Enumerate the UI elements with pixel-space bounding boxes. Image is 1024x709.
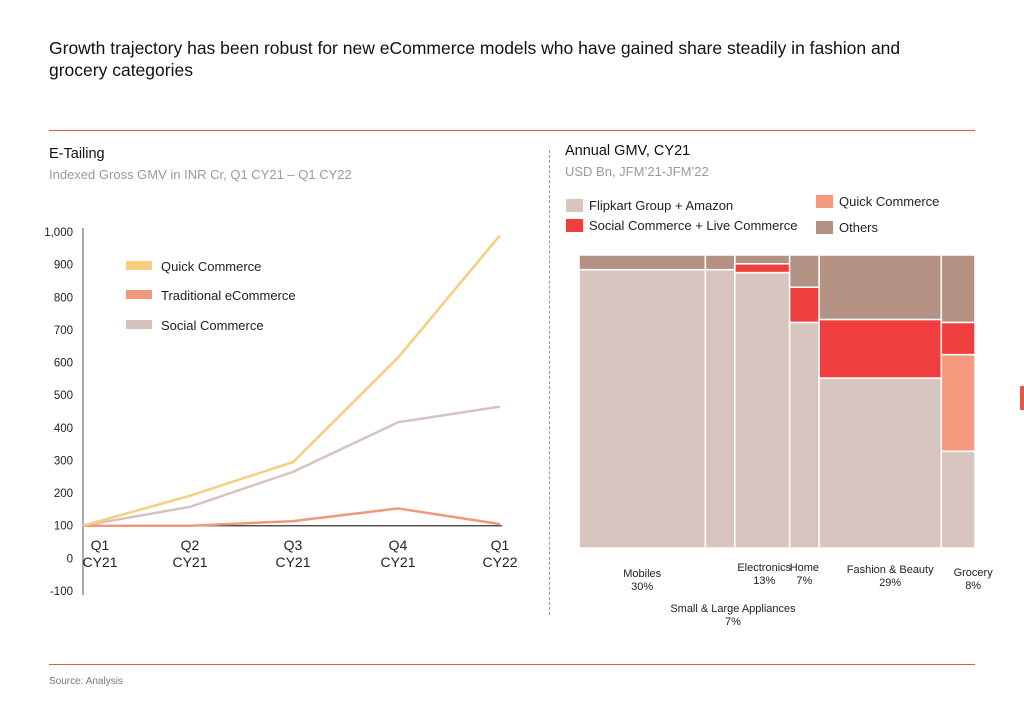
y-tick-label: 200 (54, 488, 73, 500)
x-tick-label: CY22 (482, 554, 517, 570)
legend-label: Social Commerce + Live Commerce (589, 218, 797, 233)
mekko-segment (818, 318, 943, 379)
category-label: Mobiles (623, 568, 661, 580)
category-share-label: 8% (965, 580, 981, 592)
legend-swatch (126, 290, 152, 299)
mekko-segment (704, 254, 736, 271)
legend-label: Quick Commerce (839, 194, 939, 209)
x-tick-label: Q1 (491, 537, 510, 553)
y-tick-label: 900 (54, 260, 73, 272)
legend-label: Others (839, 220, 879, 235)
panel-separator (549, 150, 550, 615)
category-share-label: 13% (753, 575, 775, 587)
mekko-segment (940, 450, 976, 549)
mekko-segment (818, 377, 943, 549)
category-share-label: 30% (631, 581, 653, 593)
legend-label: Flipkart Group + Amazon (589, 198, 733, 213)
x-tick-label: CY21 (172, 554, 207, 570)
category-share-label: 7% (796, 575, 812, 587)
top-divider (49, 130, 975, 131)
y-tick-label: 800 (54, 292, 73, 304)
y-tick-label: 400 (54, 423, 73, 435)
category-share-label: 29% (879, 577, 901, 589)
category-label: Home (790, 562, 819, 574)
legend-label: Traditional eCommerce (161, 288, 296, 303)
page-headline: Growth trajectory has been robust for ne… (49, 38, 901, 80)
legend-label: Quick Commerce (161, 259, 261, 274)
mekko-segment (818, 254, 943, 321)
y-tick-label: 100 (54, 521, 73, 533)
mekko-segment (788, 321, 820, 549)
mekko-segment (734, 254, 791, 265)
x-tick-label: CY21 (275, 554, 310, 570)
y-tick-label: 0 (67, 553, 73, 565)
mekko-segment (704, 268, 736, 549)
category-label: Small & Large Appliances (670, 603, 796, 615)
mekko-chart-subtitle: USD Bn, JFM’21-JFM’22 (565, 164, 709, 179)
x-tick-label: Q1 (91, 537, 110, 553)
legend-label: Social Commerce (161, 318, 264, 333)
legend-swatch (816, 221, 833, 234)
category-label: Fashion & Beauty (847, 564, 934, 576)
series-line (83, 507, 501, 527)
legend-swatch (126, 261, 152, 270)
legend-swatch (566, 199, 583, 212)
category-share-label: 7% (725, 616, 741, 628)
x-tick-label: Q3 (284, 537, 303, 553)
legend-swatch (126, 320, 152, 329)
line-chart-title: E-Tailing (49, 146, 105, 162)
series-line (82, 405, 501, 527)
mekko-segment (788, 286, 820, 324)
mekko-segment (940, 254, 976, 324)
mekko-chart-title: Annual GMV, CY21 (565, 143, 691, 159)
x-tick-label: CY21 (380, 554, 415, 570)
y-tick-label: 700 (54, 325, 73, 337)
y-tick-label: 600 (54, 358, 73, 370)
y-tick-label: 500 (54, 390, 73, 402)
legend-swatch (816, 195, 833, 208)
y-tick-label: -100 (50, 586, 73, 598)
x-tick-label: Q2 (181, 537, 200, 553)
mekko-segment (940, 353, 976, 453)
category-label: Grocery (954, 567, 994, 579)
source-note: Source: Analysis (49, 676, 123, 687)
legend-swatch (566, 219, 583, 232)
x-tick-label: CY21 (82, 554, 117, 570)
mekko-segment (940, 321, 976, 356)
line-chart-subtitle: Indexed Gross GMV in INR Cr, Q1 CY21 – Q… (49, 167, 352, 182)
y-tick-label: 1,000 (44, 227, 73, 239)
mekko-segment (788, 254, 820, 288)
mekko-segment (578, 254, 707, 271)
mekko-segment (734, 263, 791, 274)
category-label: Electronics (737, 562, 791, 574)
mekko-segment (734, 271, 791, 549)
series-line (82, 234, 501, 527)
edge-marker (1020, 386, 1024, 410)
bottom-divider (49, 664, 975, 665)
x-tick-label: Q4 (389, 537, 408, 553)
mekko-segment (578, 268, 707, 549)
y-tick-label: 300 (54, 455, 73, 467)
